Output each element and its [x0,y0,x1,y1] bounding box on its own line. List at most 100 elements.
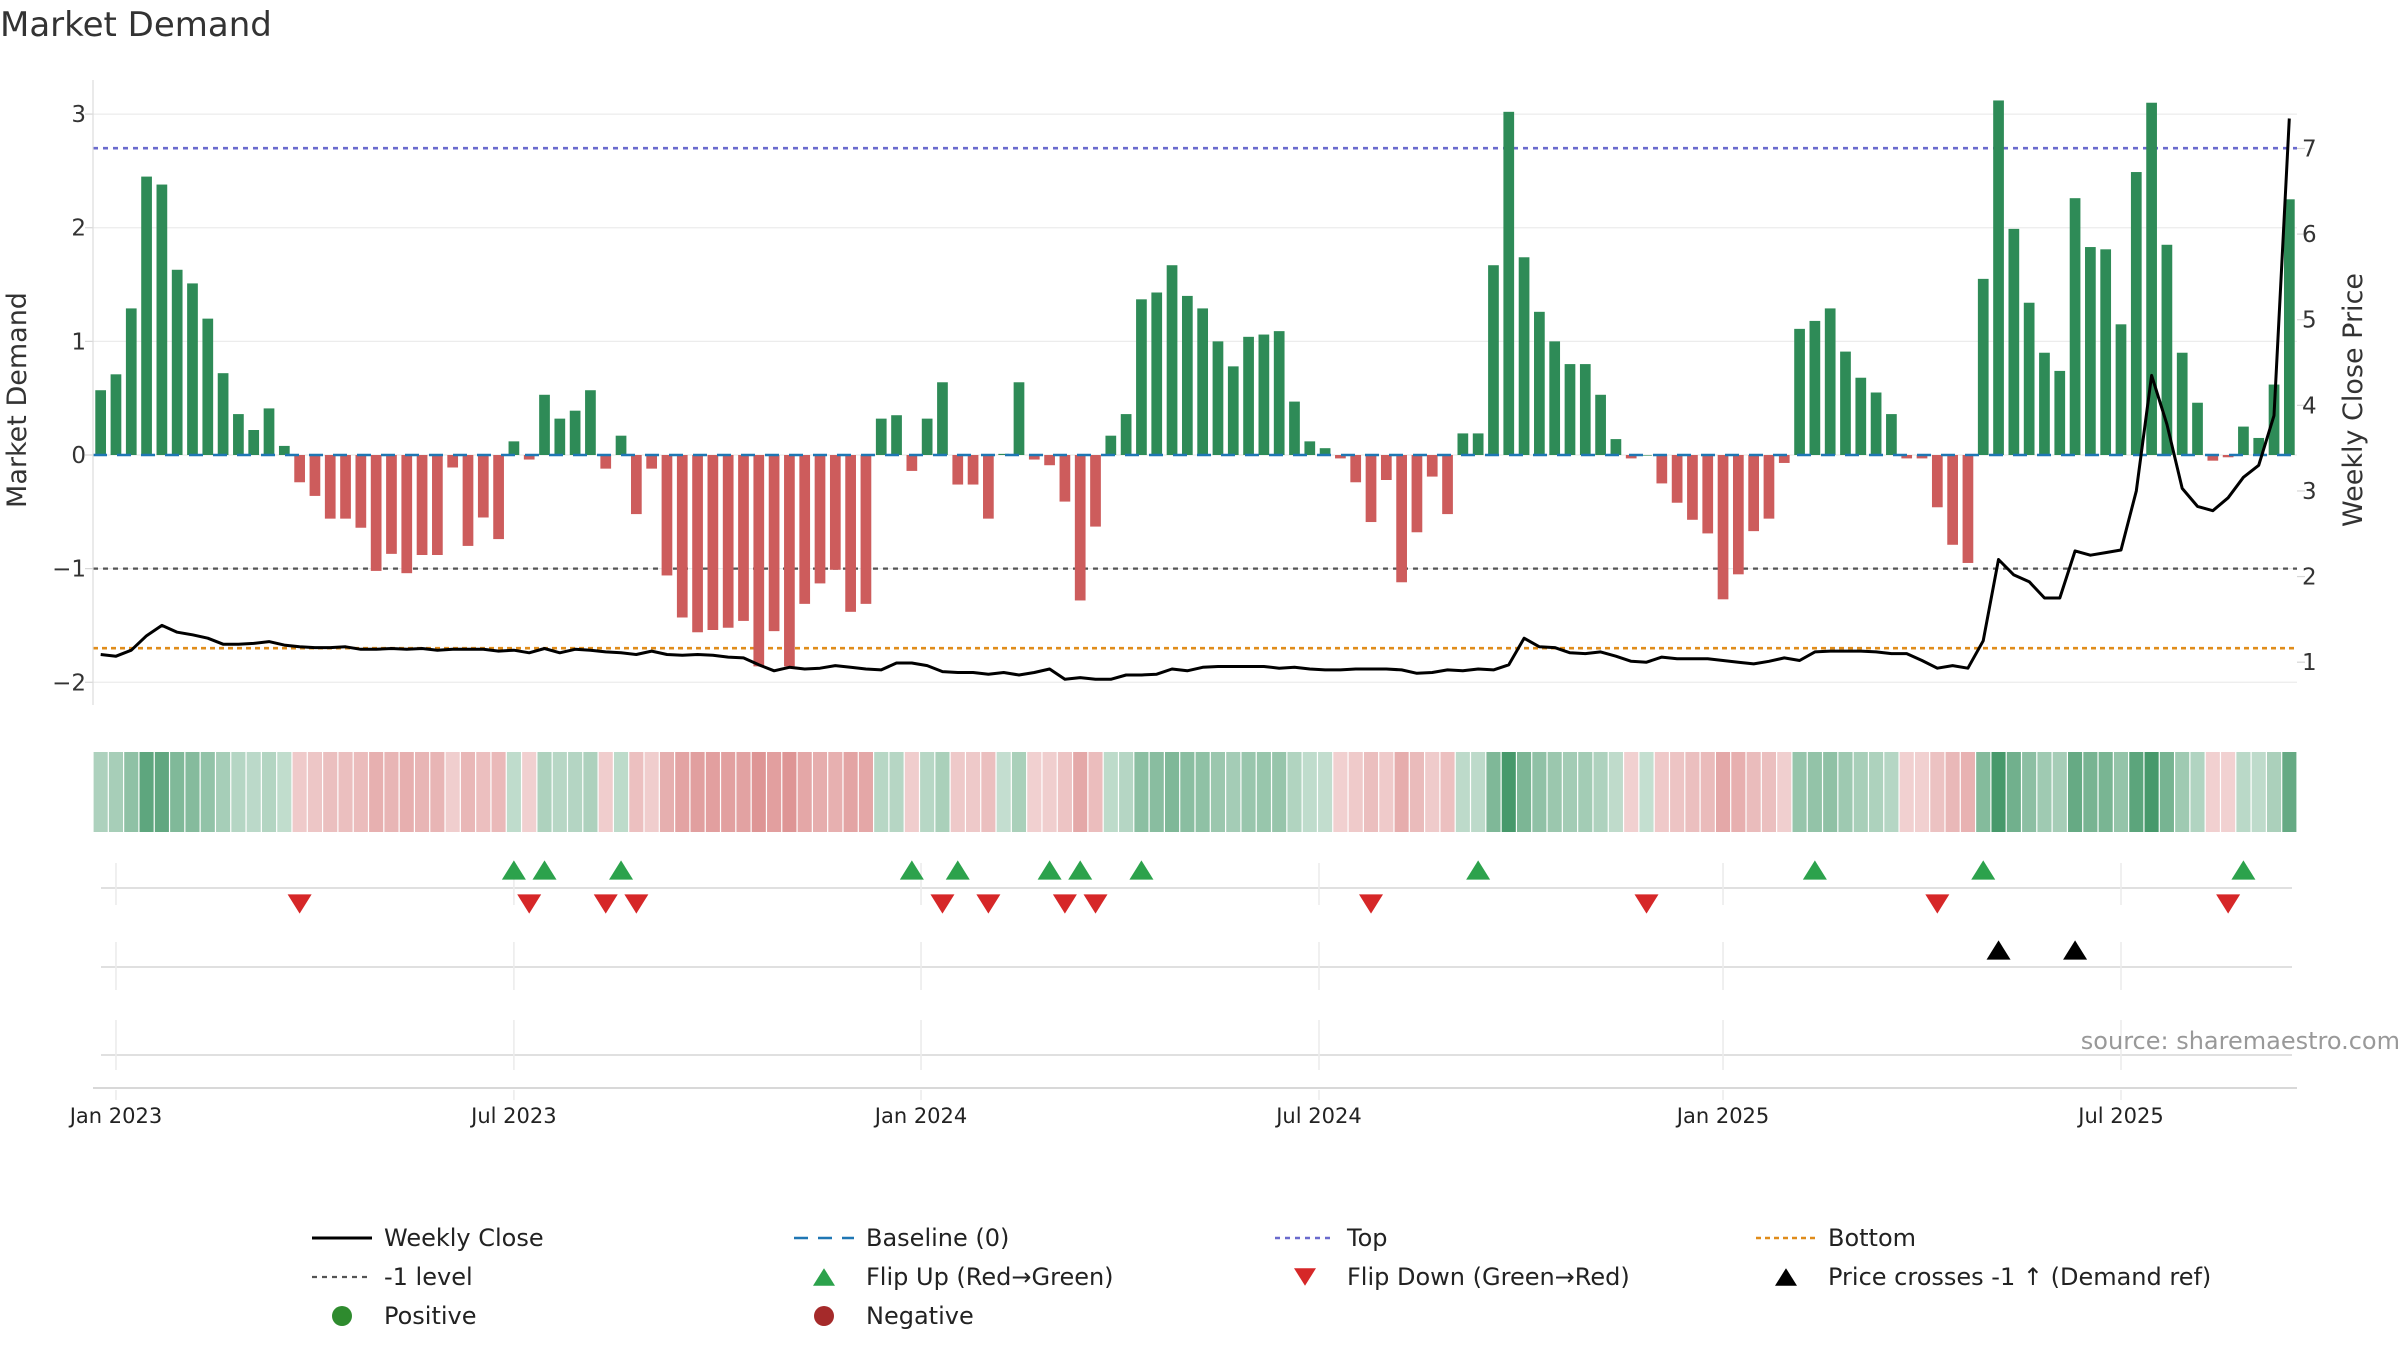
legend-swatch-flip-down [1294,1268,1316,1286]
heat-strip-cell [935,752,950,832]
heat-strip-cell [1654,752,1669,832]
x-tick-label: Jul 2024 [1274,1104,1361,1128]
heat-strip-cell [1501,752,1516,832]
heat-strip-cell [216,752,231,832]
demand-bar [1671,455,1683,503]
heat-strip-cell [2113,752,2129,832]
flip-down-marker [1083,894,1108,914]
demand-bar [141,176,152,455]
heat-strip-cell [1731,752,1746,832]
demand-bar [1457,433,1469,455]
demand-bar [1120,414,1132,455]
demand-bar [1181,295,1193,455]
demand-bar [2100,249,2112,455]
heat-strip-cell [353,752,368,832]
heat-strip-cell [1486,752,1501,832]
demand-bar [661,455,673,576]
demand-bar [2008,228,2020,455]
demand-bar [1625,455,1637,459]
heat-strip-cell [1792,752,1807,832]
heat-strip-cell [1394,752,1409,832]
demand-bar [2069,198,2081,455]
demand-bar [998,453,1010,455]
heat-strip-cell [1103,752,1118,832]
demand-bar [1518,257,1530,455]
demand-bar [1886,414,1897,455]
legend-label-flip-up: Flip Up (Red→Green) [866,1263,1114,1291]
demand-bar [401,455,413,574]
y-tick-label-left: 2 [71,216,86,242]
heat-strip-cell [1256,752,1271,832]
heat-strip-cell [1930,752,1945,832]
demand-bar [906,455,918,471]
heat-strip-cell [1884,752,1899,832]
demand-bar [1044,455,1055,466]
weekly-close-series [100,118,2291,681]
heat-strip-cell [552,752,567,832]
flip-down-marker [593,894,618,914]
demand-bar [2039,352,2050,455]
demand-bar [523,455,535,460]
y-tick-label-left: 3 [71,102,86,128]
y-axis-right-label: Weekly Close Price [2338,273,2369,527]
heat-strip-cell [1547,752,1562,832]
legend-label-positive: Positive [384,1302,477,1330]
heat-strip-cell [583,752,598,832]
y-tick-label-right: 6 [2302,222,2317,248]
heat-strip-cell [2159,752,2174,832]
heat-strip-cell [2282,752,2297,832]
demand-bar [2238,426,2249,455]
heat-strip-cell [1027,752,1042,832]
demand-bar [1472,433,1484,455]
demand-bar [1212,341,1224,455]
y-tick-label-right: 4 [2302,393,2317,419]
heat-strip-cell [858,752,873,832]
demand-bar [1273,331,1285,455]
weekly-close-line [100,118,2291,681]
heat-strip-cell [2083,752,2098,832]
demand-bar [1197,308,1209,455]
heat-strip-cell [1164,752,1180,832]
demand-bar [1534,311,1545,455]
heat-strip-cell [537,752,552,832]
heat-strip-cell [1088,752,1103,832]
heat-strip-cell [338,752,353,832]
demand-bar [784,455,795,667]
demand-bar [1411,455,1423,533]
demand-bar [233,414,244,455]
heat-strip-cell [2006,752,2021,832]
demand-bar [967,455,979,485]
heat-strip-cell [384,752,399,832]
demand-bar [386,455,397,554]
heat-strip-cell [904,752,919,832]
heat-strip-cell [644,752,659,832]
legend-label-cross: Price crosses -1 ↑ (Demand ref) [1828,1263,2211,1291]
flip-up-marker [1802,860,1827,880]
demand-bar [1488,265,1499,455]
demand-bar [1595,394,1606,455]
legend: Weekly Close Baseline (0) Top Bottom -1 leve… [312,1224,2211,1330]
demand-bar [1579,364,1591,455]
demand-bar [432,455,443,555]
demand-bar [1855,377,1867,455]
heat-strip-cell [2190,752,2205,832]
heat-strip-cell [1180,752,1195,832]
legend-label-bottom: Bottom [1828,1224,1916,1252]
heat-strip-cell [568,752,583,832]
demand-bar [1962,455,1974,563]
heat-strip-cell [430,752,445,832]
heat-strip-cell [1149,752,1164,832]
heat-strip-cell [277,752,292,832]
demand-bar [845,455,856,612]
heat-strip-cell [1991,752,2006,832]
demand-bar [1028,455,1040,460]
heat-strip-cell [1899,752,1914,832]
demand-bar [1748,455,1760,532]
y-tick-label-left: −2 [52,670,86,696]
demand-bar [1717,455,1729,600]
demand-bar [768,455,780,632]
demand-bar [829,455,841,570]
heat-strip-cell [2205,752,2220,832]
flip-up-marker [1068,860,1093,880]
